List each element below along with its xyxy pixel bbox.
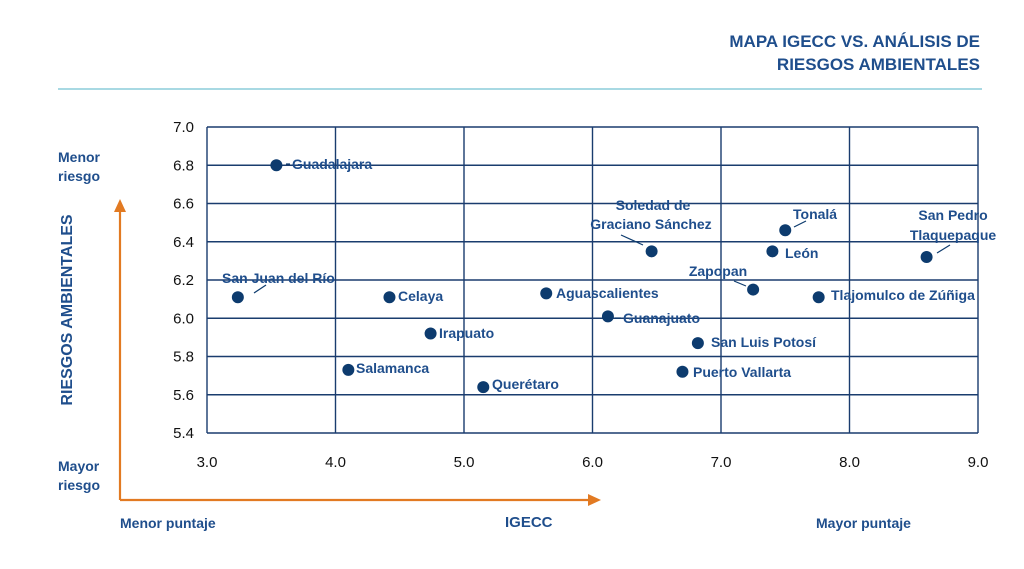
leader-line xyxy=(936,244,951,254)
x-tick-label: 3.0 xyxy=(197,454,218,471)
y-tick-label: 6.4 xyxy=(173,234,194,251)
point-label: Celaya xyxy=(398,288,443,304)
data-point xyxy=(920,251,933,264)
leader-line xyxy=(253,284,267,294)
data-point xyxy=(383,291,396,304)
point-label: Puerto Vallarta xyxy=(693,364,791,380)
y-axis-arrowhead xyxy=(114,199,126,212)
x-tick-label: 6.0 xyxy=(582,454,603,471)
point-label: León xyxy=(785,245,818,261)
data-point xyxy=(645,245,658,258)
chart-title-line-1: MAPA IGECC VS. ANÁLISIS DE xyxy=(729,32,980,51)
point-label: Guanajuato xyxy=(623,310,700,326)
y-tick-label: 5.4 xyxy=(173,425,194,442)
x-tick-label: 4.0 xyxy=(325,454,346,471)
point-label: Aguascalientes xyxy=(556,285,659,301)
leader-line xyxy=(620,234,644,246)
x-tick-label: 5.0 xyxy=(454,454,475,471)
data-point xyxy=(812,291,825,304)
point-label: Guadalajara xyxy=(292,156,372,172)
chart-title-line-2: RIESGOS AMBIENTALES xyxy=(776,55,980,74)
point-label: Salamanca xyxy=(356,360,429,376)
data-point xyxy=(601,310,614,323)
y-tick-label: 6.2 xyxy=(173,272,194,289)
y-axis-label: RIESGOS AMBIENTALES xyxy=(59,214,76,406)
point-label: Tlajomulco de Zúñiga xyxy=(831,287,975,303)
point-label: San Luis Potosí xyxy=(711,334,817,350)
data-point xyxy=(424,327,437,340)
annotation-menor-riesgo: Menor riesgo xyxy=(58,148,100,186)
chart-title: MAPA IGECC VS. ANÁLISIS DE RIESGOS AMBIE… xyxy=(729,30,980,76)
annotation-menor: Menor xyxy=(58,149,100,165)
y-tick-label: 6.0 xyxy=(173,310,194,327)
data-point xyxy=(676,365,689,378)
data-point xyxy=(231,291,244,304)
point-label-line: Tlaquepaque xyxy=(910,227,997,243)
y-tick-label: 6.8 xyxy=(173,157,194,174)
y-tick-label: 5.8 xyxy=(173,349,194,366)
point-label: San Juan del Río xyxy=(222,270,335,286)
x-tick-label: 8.0 xyxy=(839,454,860,471)
annotation-riesgo-bottom: riesgo xyxy=(58,477,101,493)
leader-line xyxy=(793,220,807,228)
point-label-line: San Pedro xyxy=(918,207,987,223)
point-label-line: Soledad de xyxy=(616,197,691,213)
data-point xyxy=(270,159,283,172)
annotation-mayor: Mayor xyxy=(58,458,100,474)
point-label: Zapopan xyxy=(689,263,747,279)
data-point xyxy=(747,283,760,296)
data-point xyxy=(477,381,490,394)
title-divider xyxy=(58,88,982,90)
point-label: Querétaro xyxy=(492,376,559,392)
x-tick-label: 7.0 xyxy=(711,454,732,471)
annotation-mayor-riesgo: Mayor riesgo xyxy=(58,457,100,495)
y-tick-label: 7.0 xyxy=(173,119,194,136)
x-axis-arrowhead xyxy=(588,494,601,506)
y-tick-label: 5.6 xyxy=(173,387,194,404)
leader-line xyxy=(733,280,747,287)
data-point xyxy=(342,363,355,376)
x-tick-label: 9.0 xyxy=(968,454,989,471)
point-label: Tonalá xyxy=(793,206,837,222)
data-point xyxy=(766,245,779,258)
annotation-riesgo-top: riesgo xyxy=(58,168,101,184)
data-point xyxy=(540,287,553,300)
data-point xyxy=(779,224,792,237)
point-label-line: Graciano Sánchez xyxy=(590,216,711,232)
annotation-menor-puntaje: Menor puntaje xyxy=(120,515,216,531)
x-axis-label: IGECC xyxy=(505,514,553,531)
annotation-mayor-puntaje: Mayor puntaje xyxy=(816,515,911,531)
point-label: Soledad de Graciano Sánchez xyxy=(590,197,711,232)
y-tick-label: 6.6 xyxy=(173,196,194,213)
point-label: Irapuato xyxy=(439,325,494,341)
data-point xyxy=(691,337,704,350)
point-label: San Pedro Tlaquepaque xyxy=(910,207,997,243)
